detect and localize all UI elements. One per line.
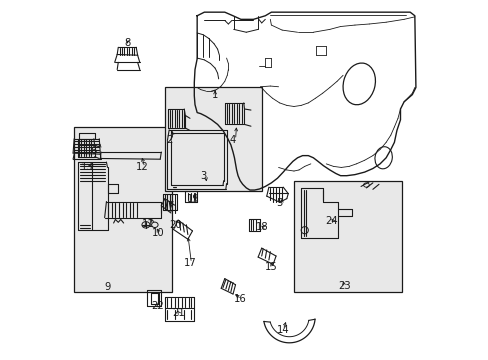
Text: 15: 15 [264,262,277,272]
Text: 20: 20 [169,220,182,230]
Text: 16: 16 [233,294,246,304]
Text: 13: 13 [81,162,94,172]
Text: 23: 23 [337,281,350,291]
Text: 11: 11 [142,219,154,229]
Text: 19: 19 [187,194,200,204]
Text: 21: 21 [171,309,184,318]
Text: 1: 1 [211,90,218,100]
Text: 7: 7 [166,201,173,211]
Text: 4: 4 [229,135,236,145]
Text: 14: 14 [276,325,289,335]
Bar [293,181,401,292]
Text: 24: 24 [325,216,337,226]
Text: 8: 8 [124,38,131,48]
Bar [164,87,261,192]
Text: 6: 6 [90,145,96,156]
Text: 9: 9 [104,282,110,292]
Text: 18: 18 [255,222,267,232]
Text: 12: 12 [136,162,148,172]
Text: 17: 17 [183,258,196,268]
Text: 3: 3 [200,171,206,181]
Text: 5: 5 [276,198,282,208]
Text: 22: 22 [151,301,164,311]
Bar [74,127,172,292]
Text: 2: 2 [166,135,173,145]
Text: 10: 10 [151,228,163,238]
